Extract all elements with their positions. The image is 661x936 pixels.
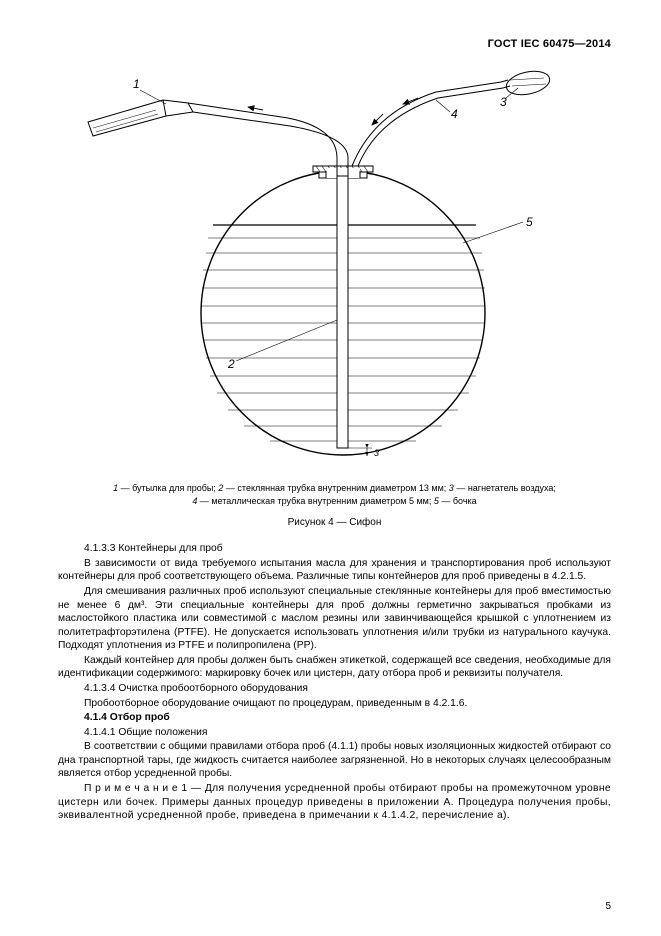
- clause-4133-head: 4.1.3.3 Контейнеры для проб: [58, 542, 611, 556]
- label-3: 3: [500, 95, 507, 109]
- note-1: П р и м е ч а н и е 1 — Для получения ус…: [58, 782, 611, 823]
- label-4: 4: [451, 107, 458, 121]
- doc-header: ГОСТ IEC 60475—2014: [58, 38, 611, 50]
- page-number: 5: [605, 901, 611, 912]
- figure-siphon: 3 1: [58, 58, 611, 478]
- clause-4134-p1: Пробоотборное оборудование очищают по пр…: [58, 697, 611, 711]
- clause-4134-head: 4.1.3.4 Очистка пробоотборного оборудова…: [58, 682, 611, 696]
- clause-4133-p1: В зависимости от вида требуемого испытан…: [58, 557, 611, 584]
- clause-4141-p1: В соответствии с общими правилами отбора…: [58, 740, 611, 781]
- figure-caption: Рисунок 4 — Сифон: [58, 517, 611, 528]
- figure-legend: 1 — бутылка для пробы; 2 — стеклянная тр…: [58, 482, 611, 507]
- clause-414-head: 4.1.4 Отбор проб: [58, 711, 611, 725]
- clause-4133-p3: Каждый контейнер для пробы должен быть с…: [58, 654, 611, 681]
- clause-4141-head: 4.1.4.1 Общие положения: [58, 726, 611, 740]
- dim-3: 3: [374, 448, 379, 458]
- label-5: 5: [526, 215, 533, 229]
- label-2: 2: [227, 357, 235, 371]
- clause-4133-p2: Для смешивания различных проб используют…: [58, 585, 611, 653]
- body-text: 4.1.3.3 Контейнеры для проб В зависимост…: [58, 542, 611, 823]
- label-1: 1: [133, 77, 140, 91]
